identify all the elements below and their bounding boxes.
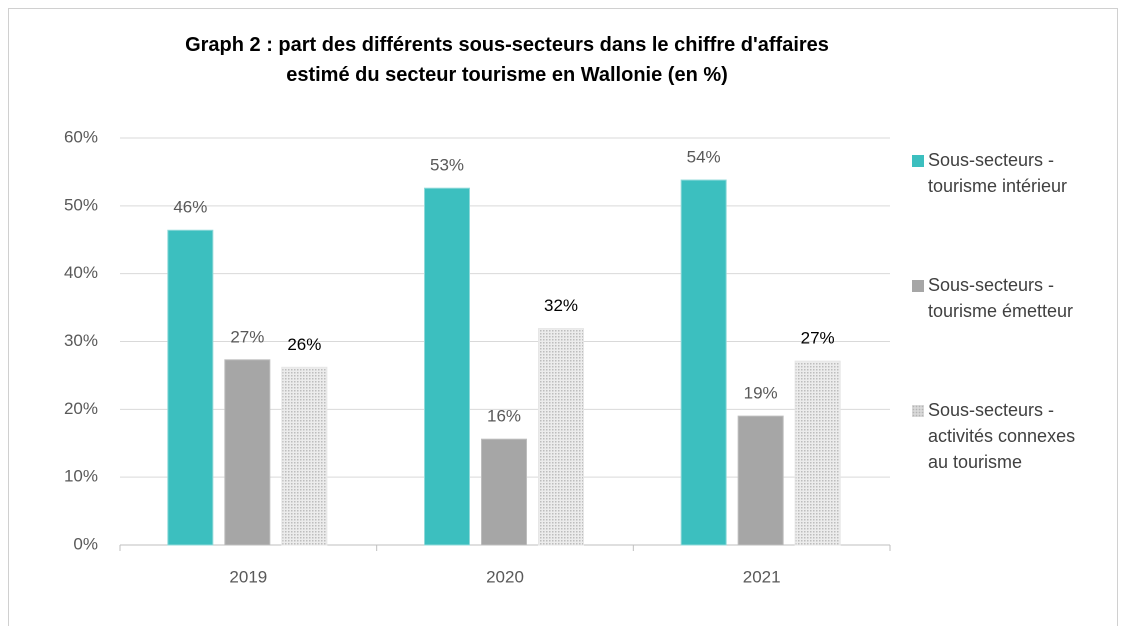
chart-border xyxy=(8,8,1118,626)
data-label: 27% xyxy=(230,327,264,346)
y-tick-label: 40% xyxy=(64,263,98,282)
x-tick-label: 2020 xyxy=(486,567,524,586)
y-tick-label: 0% xyxy=(73,534,98,553)
bar xyxy=(281,366,328,546)
data-label: 26% xyxy=(287,335,321,354)
bar xyxy=(737,415,784,546)
legend-label: Sous-secteurs - tourisme intérieur xyxy=(928,150,1068,196)
data-label: 32% xyxy=(544,296,578,315)
y-tick-label: 20% xyxy=(64,399,98,418)
y-tick-label: 60% xyxy=(64,127,98,146)
bar xyxy=(424,187,470,546)
data-label: 27% xyxy=(801,329,835,348)
y-tick-label: 50% xyxy=(64,195,98,214)
bar xyxy=(224,359,271,546)
bar xyxy=(794,360,841,546)
bar xyxy=(538,328,584,546)
data-label: 19% xyxy=(744,384,778,403)
bar xyxy=(167,229,214,546)
x-tick-label: 2021 xyxy=(743,567,781,586)
chart-title: Graph 2 : part des différents sous-secte… xyxy=(185,34,829,86)
data-label: 46% xyxy=(173,198,207,217)
legend-swatch xyxy=(912,155,924,167)
data-label: 54% xyxy=(687,148,721,167)
bar xyxy=(680,179,727,546)
data-label: 16% xyxy=(487,407,521,426)
x-tick-label: 2019 xyxy=(229,567,267,586)
y-tick-label: 10% xyxy=(64,467,98,486)
y-tick-label: 30% xyxy=(64,331,98,350)
legend-label: Sous-secteurs - activités connexes au to… xyxy=(928,400,1076,472)
legend-swatch xyxy=(912,280,924,292)
data-label: 53% xyxy=(430,156,464,175)
legend-label: Sous-secteurs - tourisme émetteur xyxy=(928,275,1074,321)
bar xyxy=(481,438,527,546)
legend-swatch xyxy=(912,405,924,417)
